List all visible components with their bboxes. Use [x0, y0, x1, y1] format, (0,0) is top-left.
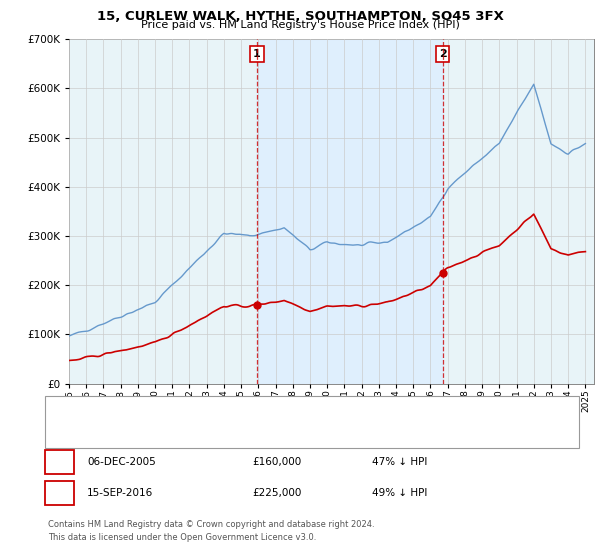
Bar	[257, 39, 443, 384]
Text: 47% ↓ HPI: 47% ↓ HPI	[372, 457, 427, 467]
Text: This data is licensed under the Open Government Licence v3.0.: This data is licensed under the Open Gov…	[48, 533, 316, 542]
Text: Price paid vs. HM Land Registry's House Price Index (HPI): Price paid vs. HM Land Registry's House …	[140, 20, 460, 30]
Text: HPI: Average price, detached house, New Forest: HPI: Average price, detached house, New …	[105, 427, 340, 437]
Text: 06-DEC-2005: 06-DEC-2005	[87, 457, 156, 467]
Text: 1: 1	[58, 457, 65, 467]
Text: 15-SEP-2016: 15-SEP-2016	[87, 488, 153, 498]
Text: 2: 2	[439, 49, 446, 59]
Text: 49% ↓ HPI: 49% ↓ HPI	[372, 488, 427, 498]
Text: 15, CURLEW WALK, HYTHE, SOUTHAMPTON, SO45 3FX (detached house): 15, CURLEW WALK, HYTHE, SOUTHAMPTON, SO4…	[105, 407, 461, 417]
Text: 15, CURLEW WALK, HYTHE, SOUTHAMPTON, SO45 3FX: 15, CURLEW WALK, HYTHE, SOUTHAMPTON, SO4…	[97, 10, 503, 23]
Text: Contains HM Land Registry data © Crown copyright and database right 2024.: Contains HM Land Registry data © Crown c…	[48, 520, 374, 529]
Text: £160,000: £160,000	[252, 457, 301, 467]
Text: 1: 1	[253, 49, 261, 59]
Text: 2: 2	[58, 488, 65, 498]
Text: £225,000: £225,000	[252, 488, 301, 498]
